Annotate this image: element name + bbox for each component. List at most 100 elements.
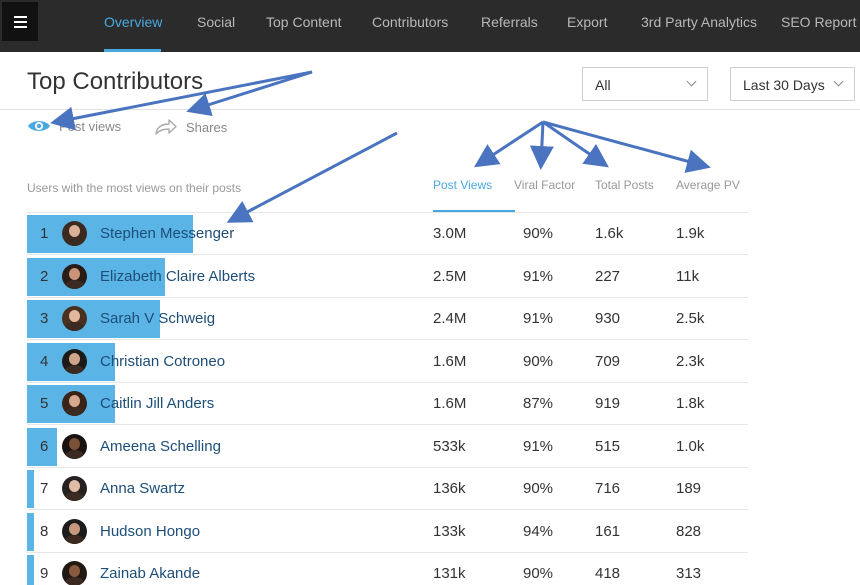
contributor-name[interactable]: Christian Cotroneo bbox=[100, 352, 226, 370]
nav-social[interactable]: Social bbox=[197, 14, 236, 30]
post-views-value: 2.4M bbox=[433, 310, 467, 327]
table-row[interactable]: 5 Caitlin Jill Anders 1.6M 87% 919 1.8k bbox=[27, 383, 748, 425]
table-row[interactable]: 7 Anna Swartz 136k 90% 716 189 bbox=[27, 468, 748, 510]
post-views-value: 3.0M bbox=[433, 225, 467, 242]
viral-factor-value: 90% bbox=[523, 565, 554, 582]
average-pv-value: 1.9k bbox=[676, 225, 705, 242]
post-views-toggle[interactable]: Post views bbox=[27, 118, 121, 134]
chevron-down-icon bbox=[686, 76, 697, 87]
table-row[interactable]: 1 Stephen Messenger 3.0M 90% 1.6k 1.9k bbox=[27, 213, 748, 255]
post-views-value: 1.6M bbox=[433, 395, 467, 412]
annotation-arrow bbox=[226, 131, 398, 223]
avatar-face bbox=[69, 522, 80, 535]
avatar-shoulders bbox=[65, 322, 84, 331]
rank-number: 7 bbox=[40, 480, 49, 497]
column-post-views[interactable]: Post Views bbox=[433, 178, 493, 192]
contributor-name[interactable]: Zainab Akande bbox=[100, 565, 201, 582]
rank-number: 6 bbox=[40, 437, 49, 455]
contributor-name[interactable]: Stephen Messenger bbox=[100, 225, 235, 242]
nav-export[interactable]: Export bbox=[567, 14, 608, 30]
avatar bbox=[62, 263, 87, 289]
nav-contributors[interactable]: Contributors bbox=[372, 14, 449, 30]
top-nav-bar: Overview Social Top Content Contributors… bbox=[0, 0, 860, 52]
viral-factor-value: 87% bbox=[523, 395, 554, 412]
post-views-bar bbox=[27, 470, 34, 508]
total-posts-value: 716 bbox=[595, 480, 621, 497]
table-subtitle: Users with the most views on their posts bbox=[27, 181, 242, 195]
avatar bbox=[62, 306, 87, 331]
avatar-face bbox=[69, 480, 80, 492]
contributor-name[interactable]: Caitlin Jill Anders bbox=[100, 395, 215, 412]
avatar-shoulders bbox=[65, 279, 84, 289]
page-title: Top Contributors bbox=[27, 68, 204, 95]
column-total-posts[interactable]: Total Posts bbox=[595, 178, 654, 192]
viral-factor-value: 90% bbox=[523, 352, 554, 370]
contributor-name[interactable]: Elizabeth Claire Alberts bbox=[100, 267, 256, 285]
avatar bbox=[62, 433, 87, 459]
avatar bbox=[62, 518, 87, 544]
total-posts-value: 161 bbox=[595, 522, 621, 540]
avatar-face bbox=[69, 225, 80, 237]
date-range-select[interactable]: Last 30 Days bbox=[730, 67, 855, 101]
avatar-face bbox=[69, 267, 80, 280]
viral-factor-value: 91% bbox=[523, 267, 554, 285]
post-views-bar bbox=[27, 512, 34, 551]
active-column-indicator bbox=[433, 210, 515, 212]
nav-top-content[interactable]: Top Content bbox=[266, 14, 342, 30]
menu-icon bbox=[13, 15, 27, 18]
avatar bbox=[62, 476, 87, 501]
eye-icon bbox=[28, 121, 50, 131]
average-pv-value: 313 bbox=[676, 565, 702, 582]
contributor-name[interactable]: Hudson Hongo bbox=[100, 522, 201, 540]
total-posts-value: 515 bbox=[595, 437, 621, 455]
avatar-shoulders bbox=[65, 237, 84, 246]
contributor-name[interactable]: Sarah V Schweig bbox=[100, 310, 216, 327]
share-arrow-icon bbox=[155, 119, 177, 135]
post-views-bar bbox=[27, 300, 160, 338]
table-row[interactable]: 9 Zainab Akande 131k 90% 418 313 bbox=[27, 553, 748, 585]
filter-select[interactable]: All bbox=[582, 67, 708, 101]
column-average-pv[interactable]: Average PV bbox=[676, 178, 740, 192]
post-views-bar bbox=[27, 427, 57, 466]
avatar-shoulders bbox=[65, 449, 84, 459]
average-pv-value: 11k bbox=[676, 267, 700, 285]
table-row[interactable]: 6 Ameena Schelling 533k 91% 515 1.0k bbox=[27, 426, 748, 468]
nav-active-indicator bbox=[104, 49, 161, 52]
hamburger-menu-button[interactable] bbox=[2, 2, 38, 41]
nav-referrals[interactable]: Referrals bbox=[481, 14, 538, 30]
table-row[interactable]: 3 Sarah V Schweig 2.4M 91% 930 2.5k bbox=[27, 298, 748, 340]
nav-overview[interactable]: Overview bbox=[104, 14, 163, 30]
viral-factor-value: 94% bbox=[523, 522, 554, 540]
post-views-value: 131k bbox=[433, 565, 466, 582]
shares-toggle[interactable]: Shares bbox=[154, 118, 227, 136]
total-posts-value: 418 bbox=[595, 565, 621, 582]
date-range-select-value: Last 30 Days bbox=[743, 77, 825, 93]
post-views-value: 136k bbox=[433, 480, 466, 497]
avatar-shoulders bbox=[65, 534, 84, 544]
contributor-name[interactable]: Ameena Schelling bbox=[100, 437, 221, 455]
chevron-down-icon bbox=[833, 76, 844, 87]
total-posts-value: 227 bbox=[595, 267, 621, 285]
table-row[interactable]: 8 Hudson Hongo 133k 94% 161 828 bbox=[27, 511, 748, 553]
average-pv-value: 2.3k bbox=[676, 352, 705, 370]
menu-icon-line bbox=[13, 20, 27, 23]
table-row[interactable]: 4 Christian Cotroneo 1.6M 90% 709 2.3k bbox=[27, 341, 748, 383]
post-views-bar bbox=[27, 257, 165, 296]
post-views-bar bbox=[27, 555, 34, 585]
avatar-shoulders bbox=[65, 577, 84, 585]
average-pv-value: 828 bbox=[676, 522, 702, 540]
average-pv-value: 1.8k bbox=[676, 395, 705, 412]
contributor-name[interactable]: Anna Swartz bbox=[100, 480, 186, 497]
nav-seo-report[interactable]: SEO Report bbox=[781, 14, 857, 30]
shares-toggle-label: Shares bbox=[186, 119, 228, 135]
viral-factor-value: 90% bbox=[523, 480, 554, 497]
rank-number: 4 bbox=[40, 352, 49, 370]
avatar-face bbox=[69, 565, 80, 577]
nav-3rd-party-analytics[interactable]: 3rd Party Analytics bbox=[641, 14, 757, 30]
avatar bbox=[62, 391, 87, 416]
total-posts-value: 919 bbox=[595, 395, 621, 412]
table-row[interactable]: 2 Elizabeth Claire Alberts 2.5M 91% 227 11k bbox=[27, 256, 748, 298]
column-viral-factor[interactable]: Viral Factor bbox=[514, 178, 576, 192]
menu-icon-line bbox=[13, 25, 27, 28]
total-posts-value: 1.6k bbox=[595, 225, 624, 242]
